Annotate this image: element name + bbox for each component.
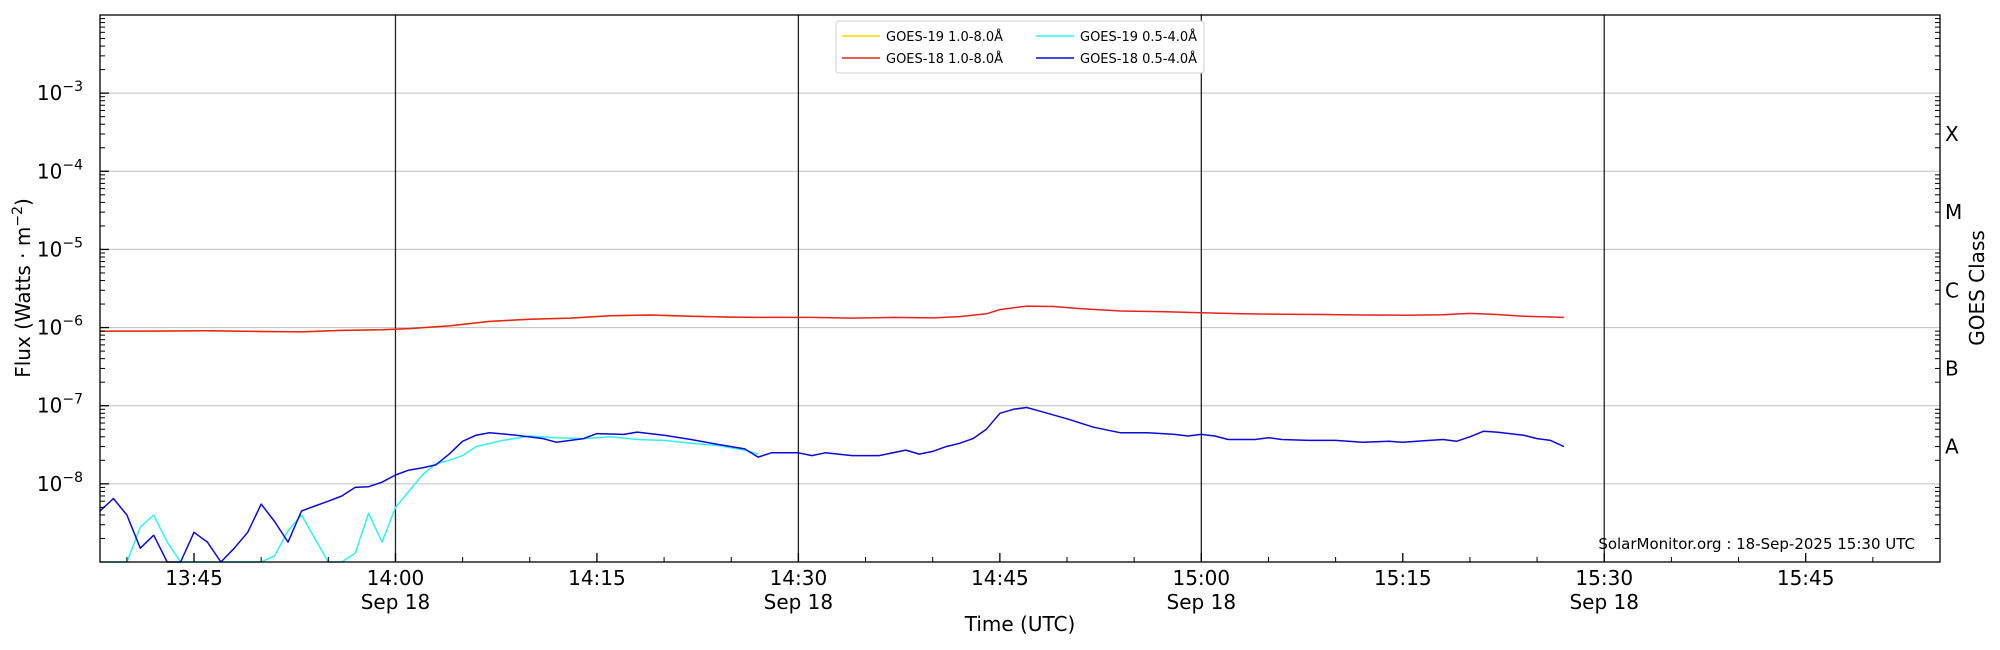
goes-class-label: X xyxy=(1945,122,1959,146)
y-tick-label: 10−7 xyxy=(37,392,83,418)
x-tick-date-label: Sep 18 xyxy=(361,590,431,614)
legend-label: GOES-18 1.0-8.0Å xyxy=(886,51,1003,67)
legend-label: GOES-19 1.0-8.0Å xyxy=(886,29,1003,45)
goes-class-label: C xyxy=(1945,278,1959,302)
series-line xyxy=(100,314,759,333)
x-tick-label: 15:00 xyxy=(1172,566,1230,590)
x-tick-label: 14:15 xyxy=(568,566,626,590)
legend-box xyxy=(835,20,1205,74)
goes-class-label: A xyxy=(1945,435,1959,459)
x-tick-label: 15:30 xyxy=(1575,566,1633,590)
goes-class-axis-label: GOES Class xyxy=(1965,230,1989,346)
series-line xyxy=(100,305,1564,333)
solarmonitor-credit: SolarMonitor.org : 18-Sep-2025 15:30 UTC xyxy=(1598,535,1915,553)
legend-label: GOES-19 0.5-4.0Å xyxy=(1080,29,1197,45)
plot-frame xyxy=(99,14,1941,563)
y-axis-label-exponent: −2 xyxy=(10,206,26,227)
y-tick-label: 10−4 xyxy=(37,157,83,183)
y-axis-label: Flux (Watts · m−2) xyxy=(10,198,35,378)
x-tick-label: 14:00 xyxy=(367,566,425,590)
x-tick-label: 14:45 xyxy=(971,566,1029,590)
grid xyxy=(100,92,1940,485)
series-layer xyxy=(99,305,1565,563)
series-line xyxy=(99,406,1565,563)
x-tick-date-label: Sep 18 xyxy=(1569,590,1639,614)
y-tick-label: 10−6 xyxy=(37,314,83,340)
series-line xyxy=(100,435,759,563)
y-axis-label-text: Flux (Watts · m xyxy=(11,227,35,378)
legend: GOES-19 1.0-8.0Å GOES-18 1.0-8.0Å GOES-19 … xyxy=(835,20,1205,74)
x-tick-label: 14:30 xyxy=(770,566,828,590)
x-tick-date-label: Sep 18 xyxy=(764,590,834,614)
goes-class-label: B xyxy=(1945,356,1959,380)
axis-ticks xyxy=(100,18,1941,562)
x-tick-label: 15:15 xyxy=(1374,566,1432,590)
y-tick-label: 10−3 xyxy=(37,79,83,105)
y-tick-label: 10−8 xyxy=(37,470,83,496)
legend-label: GOES-18 0.5-4.0Å xyxy=(1080,51,1197,67)
goes-class-label: M xyxy=(1945,200,1962,224)
goes-class-labels: X M C B A xyxy=(1945,122,1962,459)
y-tick-labels: 10−3 10−4 10−5 10−6 10−7 10−8 xyxy=(37,79,83,496)
x-axis-label: Time (UTC) xyxy=(964,612,1076,636)
x-tick-label: 13:45 xyxy=(165,566,223,590)
y-axis-label-close: ) xyxy=(11,198,35,206)
x-tick-date-label: Sep 18 xyxy=(1167,590,1237,614)
y-tick-label: 10−5 xyxy=(37,235,83,261)
date-markers xyxy=(394,15,1605,562)
x-tick-label: 15:45 xyxy=(1777,566,1835,590)
